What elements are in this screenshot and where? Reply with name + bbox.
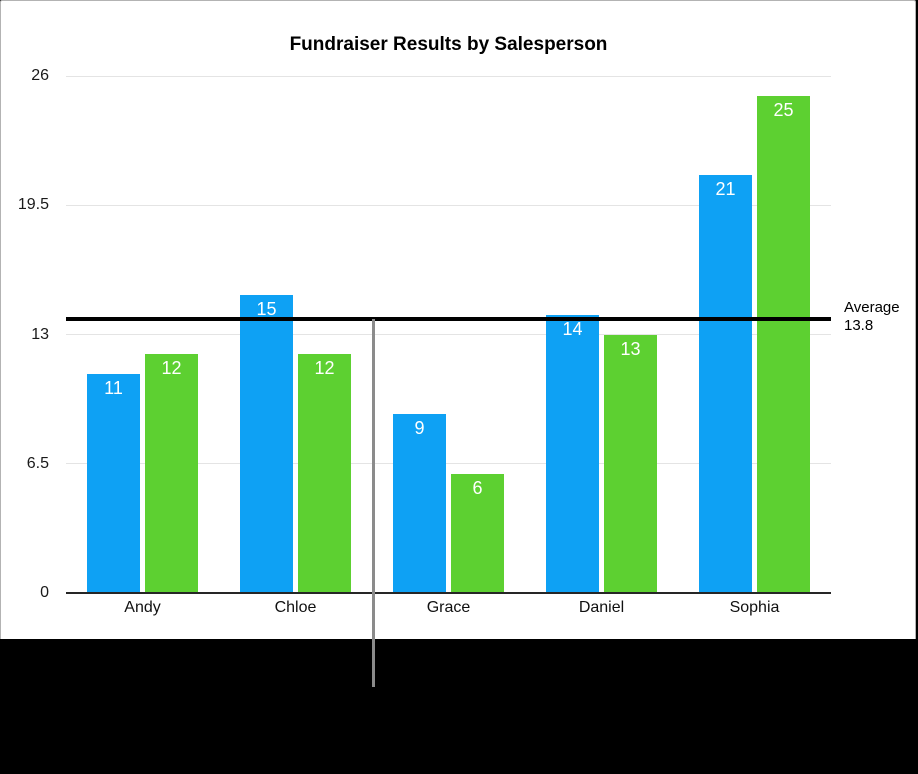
plot-area: 0 6.5 13 19.5 26 11 12 Andy 15 12 Chloe 9 6 Grace 14 13… <box>1 1 918 640</box>
chart-title: Fundraiser Results by Salesperson <box>289 34 608 55</box>
bar-green-series-sophia: 25 <box>757 95 810 593</box>
bar-value-label: 11 <box>104 378 123 399</box>
bar-value-label: 21 <box>715 179 736 200</box>
bar-value-label: 13 <box>620 338 641 359</box>
gridline-19.5 <box>66 204 831 206</box>
gridline-13 <box>66 334 831 335</box>
bar-value-label: 14 <box>562 318 583 339</box>
bar-value-label: 15 <box>256 298 277 319</box>
bar-green-series-daniel: 13 <box>604 334 657 593</box>
bar-value-label: 12 <box>161 358 182 379</box>
gridline-6.5 <box>66 463 831 465</box>
x-axis-label-sophia: Sophia <box>729 599 780 616</box>
bar-value-label: 6 <box>472 477 483 498</box>
bar-value-label: 25 <box>773 99 794 120</box>
bar-blue-series-chloe: 15 <box>240 294 293 593</box>
bar-value-label: 9 <box>414 418 425 439</box>
y-axis-tick-label: 6.5 <box>26 454 49 472</box>
average-reference-line <box>66 316 831 321</box>
bar-blue-series-sophia: 21 <box>699 175 752 593</box>
bar-blue-series-grace: 9 <box>393 414 446 593</box>
x-axis-label-chloe: Chloe <box>274 599 317 616</box>
x-axis-line <box>66 591 831 594</box>
y-axis-tick-label: 0 <box>40 584 49 601</box>
x-axis-label-grace: Grace <box>426 599 471 616</box>
average-line-label-value: 13.8 <box>844 317 874 334</box>
bar-green-series-andy: 12 <box>145 354 198 593</box>
bar-value-label: 12 <box>314 358 335 379</box>
average-line-label-text: Average <box>844 299 900 316</box>
bar-green-series-grace: 6 <box>451 473 504 593</box>
average-line-label: Average 13.8 <box>844 299 900 335</box>
x-axis-label-andy: Andy <box>124 599 161 616</box>
callout-pointer-line <box>372 319 375 687</box>
y-axis-tick-label: 19.5 <box>17 196 49 214</box>
gridline-26 <box>66 75 831 77</box>
bar-green-series-chloe: 12 <box>298 354 351 593</box>
bar-blue-series-andy: 11 <box>87 374 140 593</box>
x-axis-label-daniel: Daniel <box>578 599 625 616</box>
chart-panel: Fundraiser Results by Salesperson 0 6.5 13… <box>0 0 916 639</box>
y-axis-tick-label: 13 <box>31 325 49 343</box>
y-axis-tick-label: 26 <box>31 67 49 84</box>
bar-blue-series-daniel: 14 <box>546 314 599 593</box>
